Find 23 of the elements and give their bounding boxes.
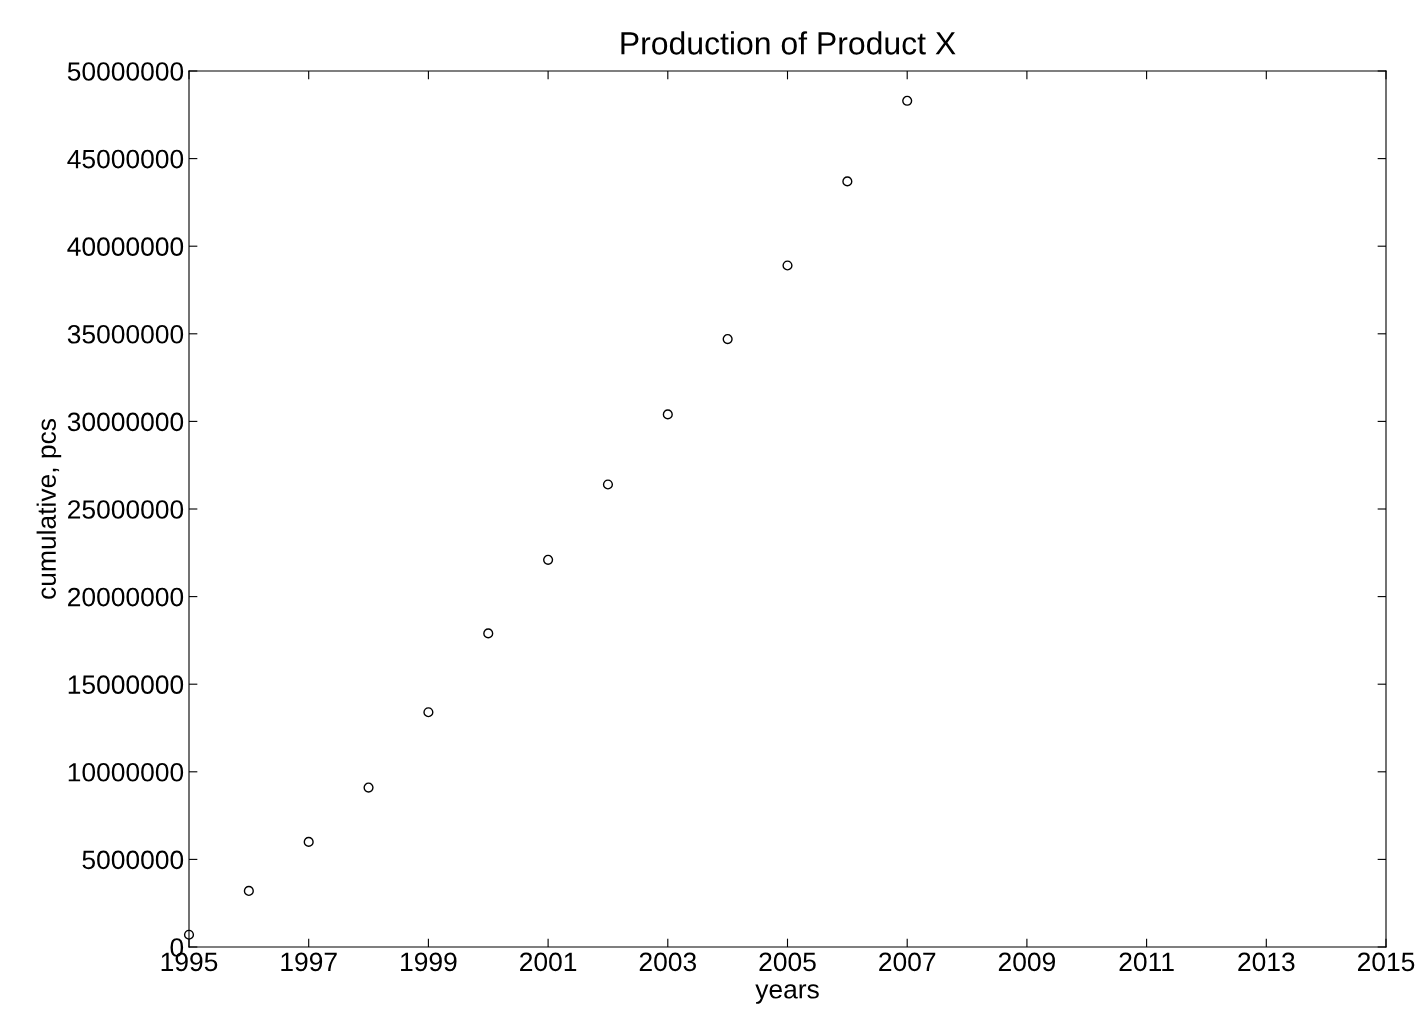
x-tick-label: 2003 xyxy=(639,952,696,972)
x-tick-label: 2011 xyxy=(1119,952,1174,972)
y-tick-label: 35000000 xyxy=(67,324,184,344)
x-tick-label: 2005 xyxy=(759,952,816,972)
x-tick-label: 2015 xyxy=(1357,952,1415,972)
y-tick-label: 10000000 xyxy=(68,762,184,782)
chart-title: Production of Product X xyxy=(621,31,956,55)
y-tick-label: 25000000 xyxy=(68,500,184,519)
x-axis-title: years xyxy=(755,984,819,1004)
x-tick-label: 2007 xyxy=(879,952,936,972)
y-axis-title: cumulative, pcs xyxy=(36,419,62,599)
y-tick-label: 20000000 xyxy=(68,587,184,607)
y-tick-label: 40000000 xyxy=(67,237,184,257)
x-tick-label: 1997 xyxy=(281,952,337,972)
y-tick-label: 45000000 xyxy=(67,149,184,169)
x-tick-label: 2001 xyxy=(520,952,577,972)
x-tick-label: 1999 xyxy=(401,952,457,972)
x-tick-label: 2013 xyxy=(1238,952,1295,972)
x-tick-label: 2009 xyxy=(998,952,1055,972)
y-tick-label: 5000000 xyxy=(82,850,184,870)
y-tick-label: 15000000 xyxy=(68,675,184,695)
y-tick-label: 50000000 xyxy=(67,62,184,81)
y-tick-label: 30000000 xyxy=(67,412,184,432)
